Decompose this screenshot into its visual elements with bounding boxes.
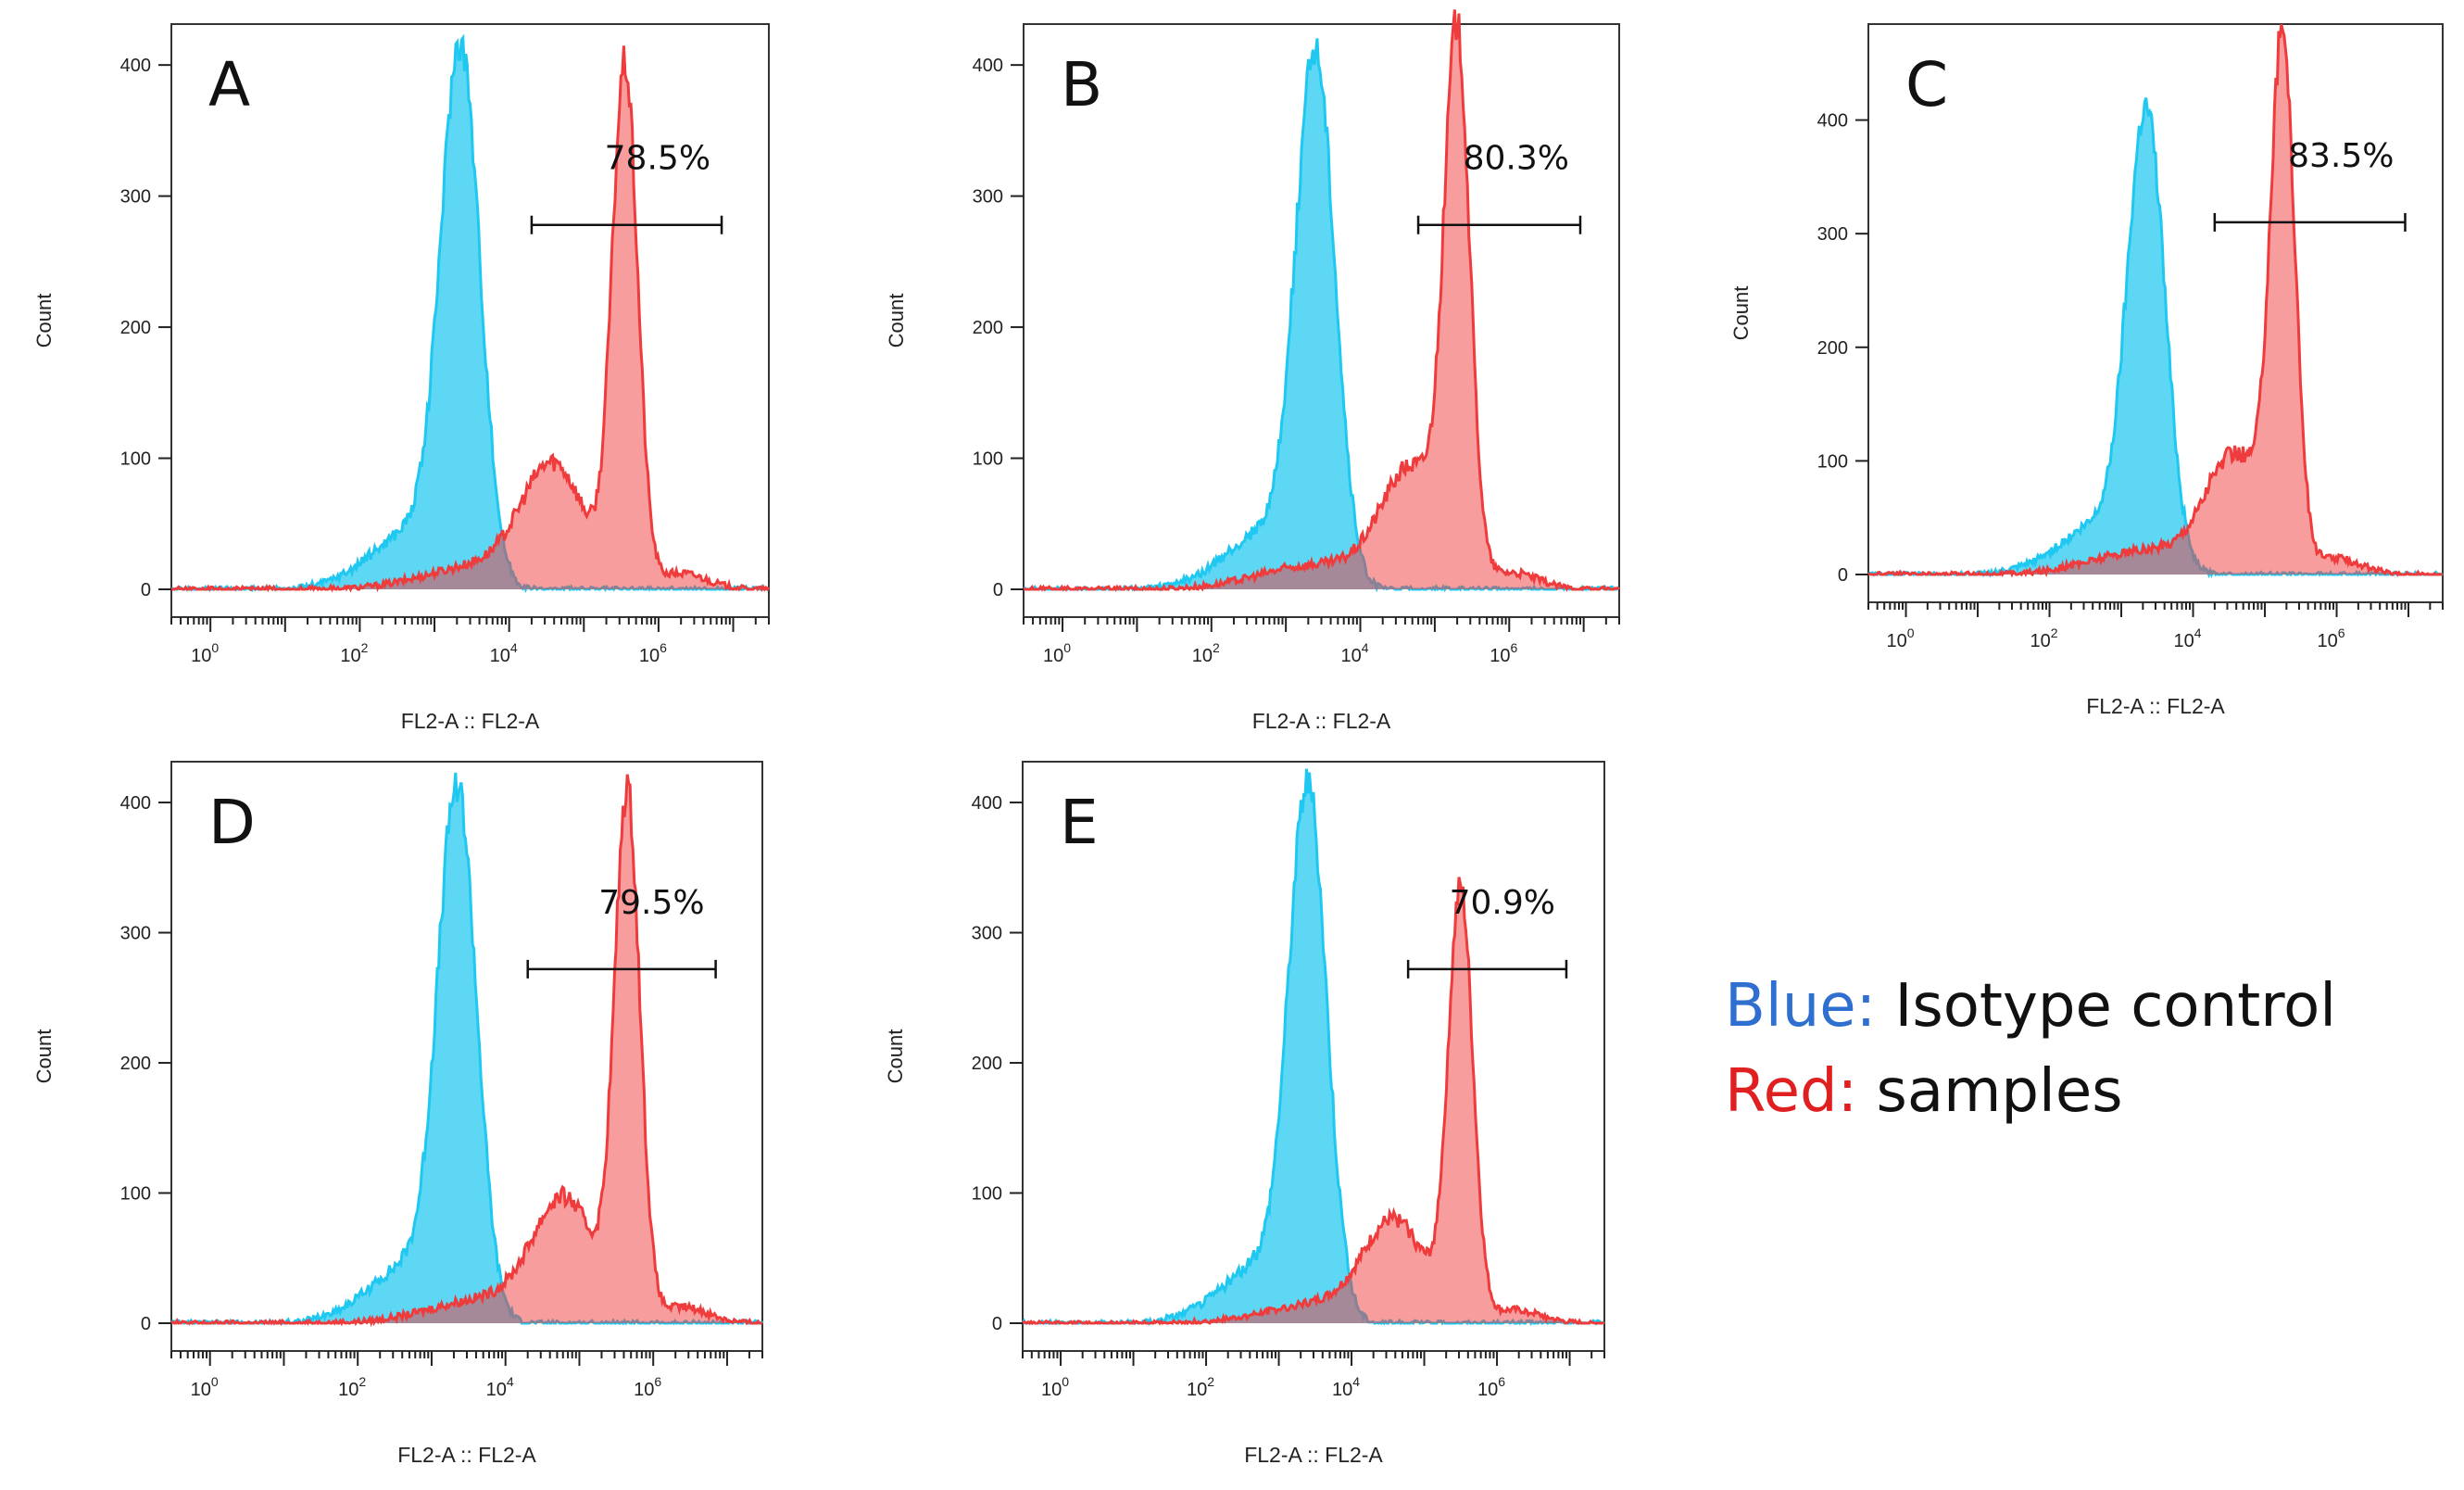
y-tick-label: 0 xyxy=(141,580,151,600)
sample-histogram-fill xyxy=(171,45,769,590)
gate-percentage-label: 78.5% xyxy=(605,140,710,178)
x-tick-label: 102 xyxy=(338,1374,366,1400)
x-axis-label: FL2-A :: FL2-A xyxy=(1252,709,1391,733)
y-tick-label: 400 xyxy=(1817,111,1848,132)
y-tick-label: 100 xyxy=(1817,451,1848,472)
panel-letter: E xyxy=(1060,787,1099,858)
y-tick-label: 0 xyxy=(992,1314,1002,1334)
y-axis-label: Count xyxy=(32,1029,56,1084)
y-tick-label: 400 xyxy=(973,56,1003,76)
panel-letter: B xyxy=(1061,49,1102,120)
legend-item-samples: Red: samples xyxy=(1725,1049,2336,1134)
legend-key-blue: Blue: xyxy=(1725,972,1877,1041)
x-tick-label: 106 xyxy=(2317,625,2345,651)
y-tick-label: 200 xyxy=(120,1054,151,1074)
gate-percentage-label: 80.3% xyxy=(1464,140,1569,178)
x-tick-label: 100 xyxy=(1043,640,1071,666)
x-tick-label: 106 xyxy=(1490,640,1517,666)
y-axis-label: Count xyxy=(884,1029,907,1084)
sample-histogram-line xyxy=(1022,877,1605,1326)
x-tick-label: 106 xyxy=(634,1374,661,1400)
x-tick-label: 104 xyxy=(1341,640,1369,666)
y-tick-label: 300 xyxy=(973,187,1003,208)
sample-histogram-line xyxy=(170,774,762,1328)
y-tick-label: 0 xyxy=(141,1314,151,1334)
sample-histogram-line xyxy=(170,45,771,593)
x-tick-label: 100 xyxy=(191,1374,219,1400)
isotype-histogram-fill xyxy=(171,772,762,1323)
y-tick-label: 300 xyxy=(972,924,1002,944)
y-tick-label: 100 xyxy=(973,449,1003,470)
y-tick-label: 200 xyxy=(973,318,1003,338)
y-tick-label: 300 xyxy=(120,187,151,208)
y-axis-label: Count xyxy=(885,294,908,348)
y-tick-label: 0 xyxy=(1838,565,1848,586)
sample-histogram-fill xyxy=(1023,877,1604,1323)
x-tick-label: 100 xyxy=(1041,1374,1069,1400)
isotype-histogram-fill xyxy=(1868,97,2443,575)
gate-percentage-label: 79.5% xyxy=(598,884,704,922)
sample-histogram-fill xyxy=(1024,9,1619,589)
legend-key-red: Red: xyxy=(1725,1057,1858,1126)
x-tick-label: 104 xyxy=(490,640,518,666)
y-tick-label: 400 xyxy=(120,793,151,814)
y-tick-label: 0 xyxy=(993,580,1003,600)
x-tick-label: 104 xyxy=(2173,625,2201,651)
y-axis-label: Count xyxy=(1729,286,1753,341)
sample-histogram-fill xyxy=(171,774,762,1323)
x-tick-label: 106 xyxy=(1477,1374,1505,1400)
y-axis-label: Count xyxy=(32,294,56,348)
legend-item-isotype: Blue: Isotype control xyxy=(1725,964,2336,1049)
legend-text-samples: samples xyxy=(1876,1057,2123,1126)
y-tick-label: 100 xyxy=(120,449,151,470)
x-tick-label: 104 xyxy=(1332,1374,1360,1400)
legend-text-isotype: Isotype control xyxy=(1894,972,2337,1041)
sample-histogram-line xyxy=(1867,23,2443,578)
x-tick-label: 100 xyxy=(1886,625,1914,651)
gate-percentage-label: 83.5% xyxy=(2288,137,2394,175)
x-tick-label: 102 xyxy=(1192,640,1220,666)
panel-letter: D xyxy=(208,787,256,858)
y-tick-label: 400 xyxy=(972,793,1002,814)
x-tick-label: 106 xyxy=(639,640,667,666)
sample-histogram-fill xyxy=(1868,24,2443,575)
x-tick-label: 102 xyxy=(340,640,368,666)
y-tick-label: 100 xyxy=(972,1184,1002,1205)
x-tick-label: 102 xyxy=(2030,625,2057,651)
sample-histogram-line xyxy=(1023,9,1620,592)
x-tick-label: 102 xyxy=(1187,1374,1214,1400)
x-tick-label: 100 xyxy=(191,640,219,666)
x-axis-label: FL2-A :: FL2-A xyxy=(1244,1443,1383,1467)
legend: Blue: Isotype control Red: samples xyxy=(1725,964,2336,1134)
y-tick-label: 200 xyxy=(972,1054,1002,1074)
x-tick-label: 104 xyxy=(486,1374,514,1400)
isotype-histogram-fill xyxy=(1024,38,1619,589)
x-axis-label: FL2-A :: FL2-A xyxy=(397,1443,536,1467)
y-tick-label: 300 xyxy=(1817,224,1848,245)
y-tick-label: 300 xyxy=(120,924,151,944)
isotype-histogram-fill xyxy=(1023,768,1604,1323)
panel-letter: A xyxy=(208,49,250,120)
gate-percentage-label: 70.9% xyxy=(1450,884,1555,922)
y-tick-label: 200 xyxy=(1817,338,1848,359)
isotype-histogram-fill xyxy=(171,37,769,590)
x-axis-label: FL2-A :: FL2-A xyxy=(401,709,540,733)
y-tick-label: 200 xyxy=(120,318,151,338)
y-tick-label: 400 xyxy=(120,56,151,76)
x-axis-label: FL2-A :: FL2-A xyxy=(2086,694,2225,718)
y-tick-label: 100 xyxy=(120,1184,151,1205)
panel-letter: C xyxy=(1905,49,1948,120)
